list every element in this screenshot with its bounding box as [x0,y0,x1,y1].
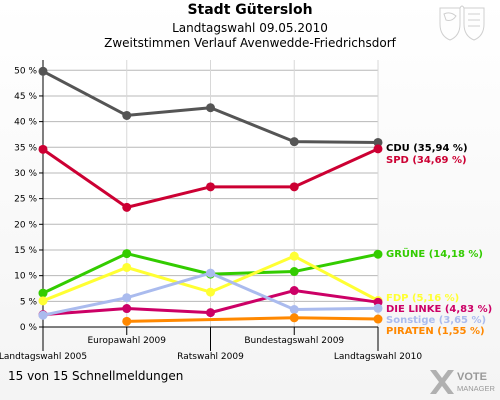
data-point [206,103,215,113]
status-text: 15 von 15 Schnellmeldungen [8,369,184,383]
y-tick-label: 30 % [14,169,37,179]
coat-of-arms-icon [439,5,485,41]
x-tick-label: Bundestagswahl 2009 [244,336,344,346]
data-point [373,249,383,259]
x-tick-label: Landtagswahl 2005 [0,352,87,362]
data-point [289,182,299,192]
y-tick-label: 15 % [14,246,37,256]
data-point [373,314,383,324]
y-tick-label: 40 % [14,118,37,128]
logo-manager-text: MANAGER [457,384,496,393]
y-tick-label: 5 % [20,297,38,307]
data-point [122,110,132,120]
y-tick-label: 25 % [14,195,37,205]
data-point [38,66,48,76]
data-point [206,268,215,278]
chart-title: Stadt Gütersloh [187,2,313,18]
series-label: PIRATEN (1,55 %) [386,326,485,337]
data-point [38,144,48,154]
series-label: Sonstige (3,65 %) [386,315,486,326]
y-tick-label: 20 % [14,220,37,230]
y-tick-label: 50 % [14,66,37,76]
x-tick-label: Ratswahl 2009 [177,352,244,362]
logo-vote-text: VOTE [457,371,487,383]
y-tick-label: 35 % [14,143,37,153]
chart-subtitle-secondary: Zweitstimmen Verlauf Avenwedde-Friedrich… [104,36,396,50]
votemanager-logo: VOTE MANAGER [430,370,496,394]
series-label: FDP (5,16 %) [386,293,459,304]
data-point [373,144,383,154]
x-tick-label: Landtagswahl 2010 [334,352,423,362]
data-point [122,249,132,259]
y-tick-label: 10 % [14,272,37,282]
data-point [289,313,299,323]
data-point [38,296,48,306]
y-tick-label: 0 % [20,323,38,333]
series-label: CDU (35,94 %) [386,143,468,154]
data-point [289,251,299,261]
data-point [289,267,299,277]
data-point [122,293,132,303]
x-tick-label: Europawahl 2009 [88,336,167,346]
data-point [206,308,215,318]
series-label: SPD (34,69 %) [386,155,467,166]
data-point [38,288,48,298]
data-point [122,202,132,212]
data-point [122,262,132,272]
data-point [289,305,299,315]
data-point [373,303,383,313]
series-label: GRÜNE (14,18 %) [386,246,483,260]
data-point [206,287,215,297]
data-point [122,316,132,326]
data-point [373,137,383,147]
data-point [122,304,132,314]
data-point [206,182,215,192]
series-label: DIE LINKE (4,83 %) [386,304,492,315]
y-tick-label: 45 % [14,92,37,102]
chart-subtitle: Landtagswahl 09.05.2010 [172,21,328,35]
data-point [289,137,299,147]
data-point [289,286,299,296]
data-point [38,310,48,320]
